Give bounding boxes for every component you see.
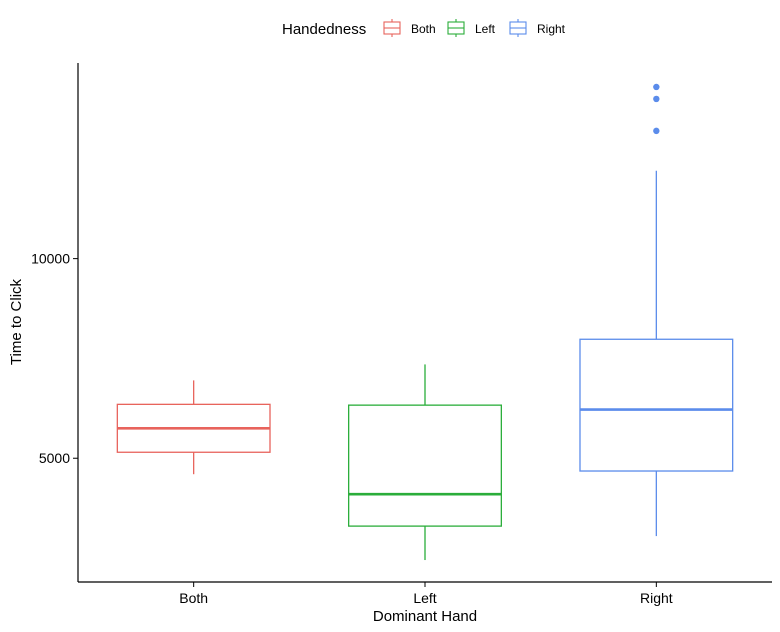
box-series: [116, 83, 734, 561]
box-right: [579, 83, 734, 537]
x-tick-label: Left: [413, 590, 436, 606]
y-tick-label: 10000: [31, 251, 70, 267]
y-axis-title: Time to Click: [8, 278, 25, 365]
x-tick-label: Right: [640, 590, 673, 606]
legend-label: Both: [411, 22, 436, 36]
legend-label: Right: [537, 22, 566, 36]
box-left: [348, 364, 502, 561]
x-tick-label: Both: [179, 590, 208, 606]
axes: 5000 10000 Both Left Right: [31, 63, 772, 606]
outlier-point: [653, 83, 660, 91]
iqr-box: [579, 338, 734, 472]
iqr-box: [348, 404, 502, 527]
legend-label: Left: [475, 22, 496, 36]
box-both: [116, 380, 271, 475]
legend-key-both: [383, 19, 401, 37]
outlier-point: [653, 127, 660, 135]
legend-title: Handedness: [282, 21, 366, 38]
legend: Handedness Both Left Right: [282, 19, 566, 38]
y-tick-label: 5000: [39, 450, 70, 466]
outlier-point: [653, 95, 660, 103]
x-axis-title: Dominant Hand: [373, 608, 477, 625]
legend-key-left: [447, 19, 465, 37]
legend-key-right: [509, 19, 527, 37]
